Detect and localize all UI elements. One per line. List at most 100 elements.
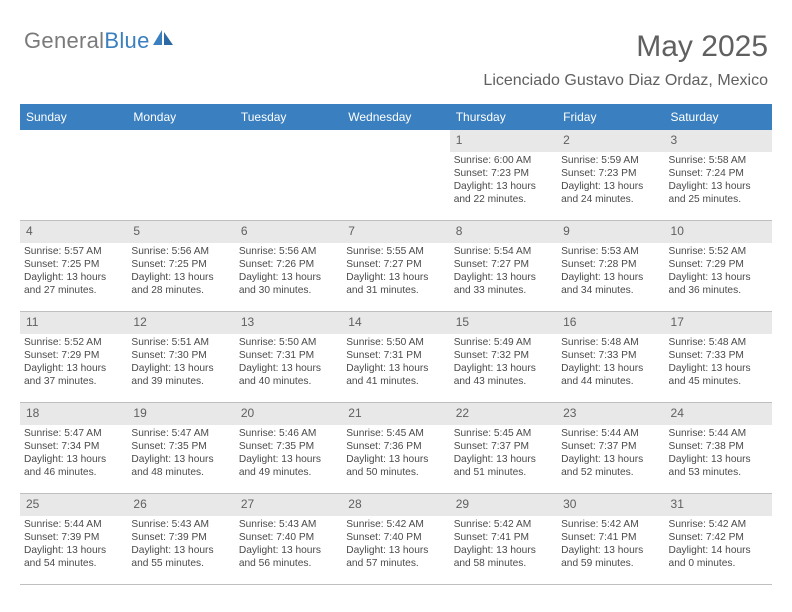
day-number: 17: [665, 312, 772, 334]
day-details: Sunrise: 5:52 AMSunset: 7:29 PMDaylight:…: [665, 243, 772, 302]
day-number: 7: [342, 221, 449, 243]
calendar-cell: 20 Sunrise: 5:46 AMSunset: 7:35 PMDayligh…: [235, 403, 342, 493]
sunset-text: Sunset: 7:28 PM: [561, 258, 660, 271]
day-details: Sunrise: 5:44 AMSunset: 7:37 PMDaylight:…: [557, 425, 664, 484]
location: Licenciado Gustavo Diaz Ordaz, Mexico: [483, 72, 768, 90]
day-number: 9: [557, 221, 664, 243]
sunset-text: Sunset: 7:41 PM: [454, 531, 553, 544]
sunrise-text: Sunrise: 5:43 AM: [239, 518, 338, 531]
daylight-text: Daylight: 13 hours and 36 minutes.: [669, 271, 768, 298]
day-details: Sunrise: 5:50 AMSunset: 7:31 PMDaylight:…: [235, 334, 342, 393]
sunset-text: Sunset: 7:29 PM: [669, 258, 768, 271]
logo-text-blue: Blue: [104, 28, 149, 53]
day-number: 13: [235, 312, 342, 334]
sunset-text: Sunset: 7:35 PM: [239, 440, 338, 453]
day-number: 1: [450, 130, 557, 152]
day-details: Sunrise: 5:43 AMSunset: 7:39 PMDaylight:…: [127, 516, 234, 575]
day-details: Sunrise: 5:45 AMSunset: 7:37 PMDaylight:…: [450, 425, 557, 484]
daylight-text: Daylight: 13 hours and 30 minutes.: [239, 271, 338, 298]
sunrise-text: Sunrise: 5:54 AM: [454, 245, 553, 258]
calendar-cell: 22Sunrise: 5:45 AMSunset: 7:37 PMDayligh…: [450, 403, 557, 493]
calendar: SundayMondayTuesdayWednesdayThursdayFrid…: [20, 104, 772, 585]
daylight-text: Daylight: 13 hours and 57 minutes.: [346, 544, 445, 571]
daylight-text: Daylight: 13 hours and 48 minutes.: [131, 453, 230, 480]
daylight-text: Daylight: 13 hours and 51 minutes.: [454, 453, 553, 480]
sunset-text: Sunset: 7:37 PM: [454, 440, 553, 453]
day-number: 4: [20, 221, 127, 243]
calendar-cell: [20, 130, 127, 220]
sunrise-text: Sunrise: 5:48 AM: [561, 336, 660, 349]
sunset-text: Sunset: 7:33 PM: [669, 349, 768, 362]
day-header-cell: Thursday: [450, 104, 557, 130]
sunrise-text: Sunrise: 5:45 AM: [454, 427, 553, 440]
sunset-text: Sunset: 7:26 PM: [239, 258, 338, 271]
day-number: 11: [20, 312, 127, 334]
day-details: Sunrise: 5:47 AMSunset: 7:35 PMDaylight:…: [127, 425, 234, 484]
day-details: Sunrise: 5:44 AMSunset: 7:38 PMDaylight:…: [665, 425, 772, 484]
daylight-text: Daylight: 13 hours and 41 minutes.: [346, 362, 445, 389]
daylight-text: Daylight: 13 hours and 39 minutes.: [131, 362, 230, 389]
sunset-text: Sunset: 7:27 PM: [346, 258, 445, 271]
calendar-cell: 12Sunrise: 5:51 AMSunset: 7:30 PMDayligh…: [127, 312, 234, 402]
sunset-text: Sunset: 7:40 PM: [346, 531, 445, 544]
daylight-text: Daylight: 13 hours and 45 minutes.: [669, 362, 768, 389]
sunset-text: Sunset: 7:33 PM: [561, 349, 660, 362]
sunrise-text: Sunrise: 5:43 AM: [131, 518, 230, 531]
sunrise-text: Sunrise: 6:00 AM: [454, 154, 553, 167]
daylight-text: Daylight: 13 hours and 50 minutes.: [346, 453, 445, 480]
daylight-text: Daylight: 13 hours and 25 minutes.: [669, 180, 768, 207]
calendar-cell: 15Sunrise: 5:49 AMSunset: 7:32 PMDayligh…: [450, 312, 557, 402]
sunset-text: Sunset: 7:39 PM: [24, 531, 123, 544]
calendar-cell: 6Sunrise: 5:56 AMSunset: 7:26 PMDaylight…: [235, 221, 342, 311]
daylight-text: Daylight: 13 hours and 27 minutes.: [24, 271, 123, 298]
day-header-cell: Tuesday: [235, 104, 342, 130]
daylight-text: Daylight: 13 hours and 49 minutes.: [239, 453, 338, 480]
calendar-cell: 7Sunrise: 5:55 AMSunset: 7:27 PMDaylight…: [342, 221, 449, 311]
day-details: Sunrise: 5:51 AMSunset: 7:30 PMDaylight:…: [127, 334, 234, 393]
header: May 2025 Licenciado Gustavo Diaz Ordaz, …: [483, 30, 768, 90]
day-number: 20: [235, 403, 342, 425]
daylight-text: Daylight: 13 hours and 34 minutes.: [561, 271, 660, 298]
sunset-text: Sunset: 7:40 PM: [239, 531, 338, 544]
sunrise-text: Sunrise: 5:50 AM: [346, 336, 445, 349]
sunrise-text: Sunrise: 5:52 AM: [669, 245, 768, 258]
sunset-text: Sunset: 7:25 PM: [131, 258, 230, 271]
month-title: May 2025: [483, 30, 768, 64]
day-details: Sunrise: 6:00 AMSunset: 7:23 PMDaylight:…: [450, 152, 557, 211]
daylight-text: Daylight: 13 hours and 52 minutes.: [561, 453, 660, 480]
day-number: 26: [127, 494, 234, 516]
day-details: Sunrise: 5:44 AMSunset: 7:39 PMDaylight:…: [20, 516, 127, 575]
day-details: Sunrise: 5:42 AMSunset: 7:42 PMDaylight:…: [665, 516, 772, 575]
sunrise-text: Sunrise: 5:42 AM: [454, 518, 553, 531]
daylight-text: Daylight: 13 hours and 37 minutes.: [24, 362, 123, 389]
calendar-cell: 31Sunrise: 5:42 AMSunset: 7:42 PMDayligh…: [665, 494, 772, 584]
day-details: Sunrise: 5:50 AMSunset: 7:31 PMDaylight:…: [342, 334, 449, 393]
daylight-text: Daylight: 13 hours and 59 minutes.: [561, 544, 660, 571]
sunrise-text: Sunrise: 5:47 AM: [24, 427, 123, 440]
day-number: 16: [557, 312, 664, 334]
sunrise-text: Sunrise: 5:46 AM: [239, 427, 338, 440]
day-details: Sunrise: 5:47 AMSunset: 7:34 PMDaylight:…: [20, 425, 127, 484]
sunrise-text: Sunrise: 5:49 AM: [454, 336, 553, 349]
sunrise-text: Sunrise: 5:51 AM: [131, 336, 230, 349]
daylight-text: Daylight: 13 hours and 58 minutes.: [454, 544, 553, 571]
sunrise-text: Sunrise: 5:44 AM: [561, 427, 660, 440]
week-row: 11Sunrise: 5:52 AMSunset: 7:29 PMDayligh…: [20, 312, 772, 403]
sunrise-text: Sunrise: 5:44 AM: [24, 518, 123, 531]
day-details: Sunrise: 5:49 AMSunset: 7:32 PMDaylight:…: [450, 334, 557, 393]
day-number: 23: [557, 403, 664, 425]
daylight-text: Daylight: 13 hours and 44 minutes.: [561, 362, 660, 389]
sunset-text: Sunset: 7:32 PM: [454, 349, 553, 362]
sunset-text: Sunset: 7:29 PM: [24, 349, 123, 362]
calendar-cell: 8Sunrise: 5:54 AMSunset: 7:27 PMDaylight…: [450, 221, 557, 311]
sunrise-text: Sunrise: 5:44 AM: [669, 427, 768, 440]
daylight-text: Daylight: 13 hours and 43 minutes.: [454, 362, 553, 389]
day-number: 15: [450, 312, 557, 334]
day-details: Sunrise: 5:45 AMSunset: 7:36 PMDaylight:…: [342, 425, 449, 484]
sunset-text: Sunset: 7:23 PM: [561, 167, 660, 180]
logo: GeneralBlue: [24, 28, 174, 54]
calendar-cell: 28Sunrise: 5:42 AMSunset: 7:40 PMDayligh…: [342, 494, 449, 584]
sunrise-text: Sunrise: 5:48 AM: [669, 336, 768, 349]
day-number: 24: [665, 403, 772, 425]
day-details: Sunrise: 5:52 AMSunset: 7:29 PMDaylight:…: [20, 334, 127, 393]
